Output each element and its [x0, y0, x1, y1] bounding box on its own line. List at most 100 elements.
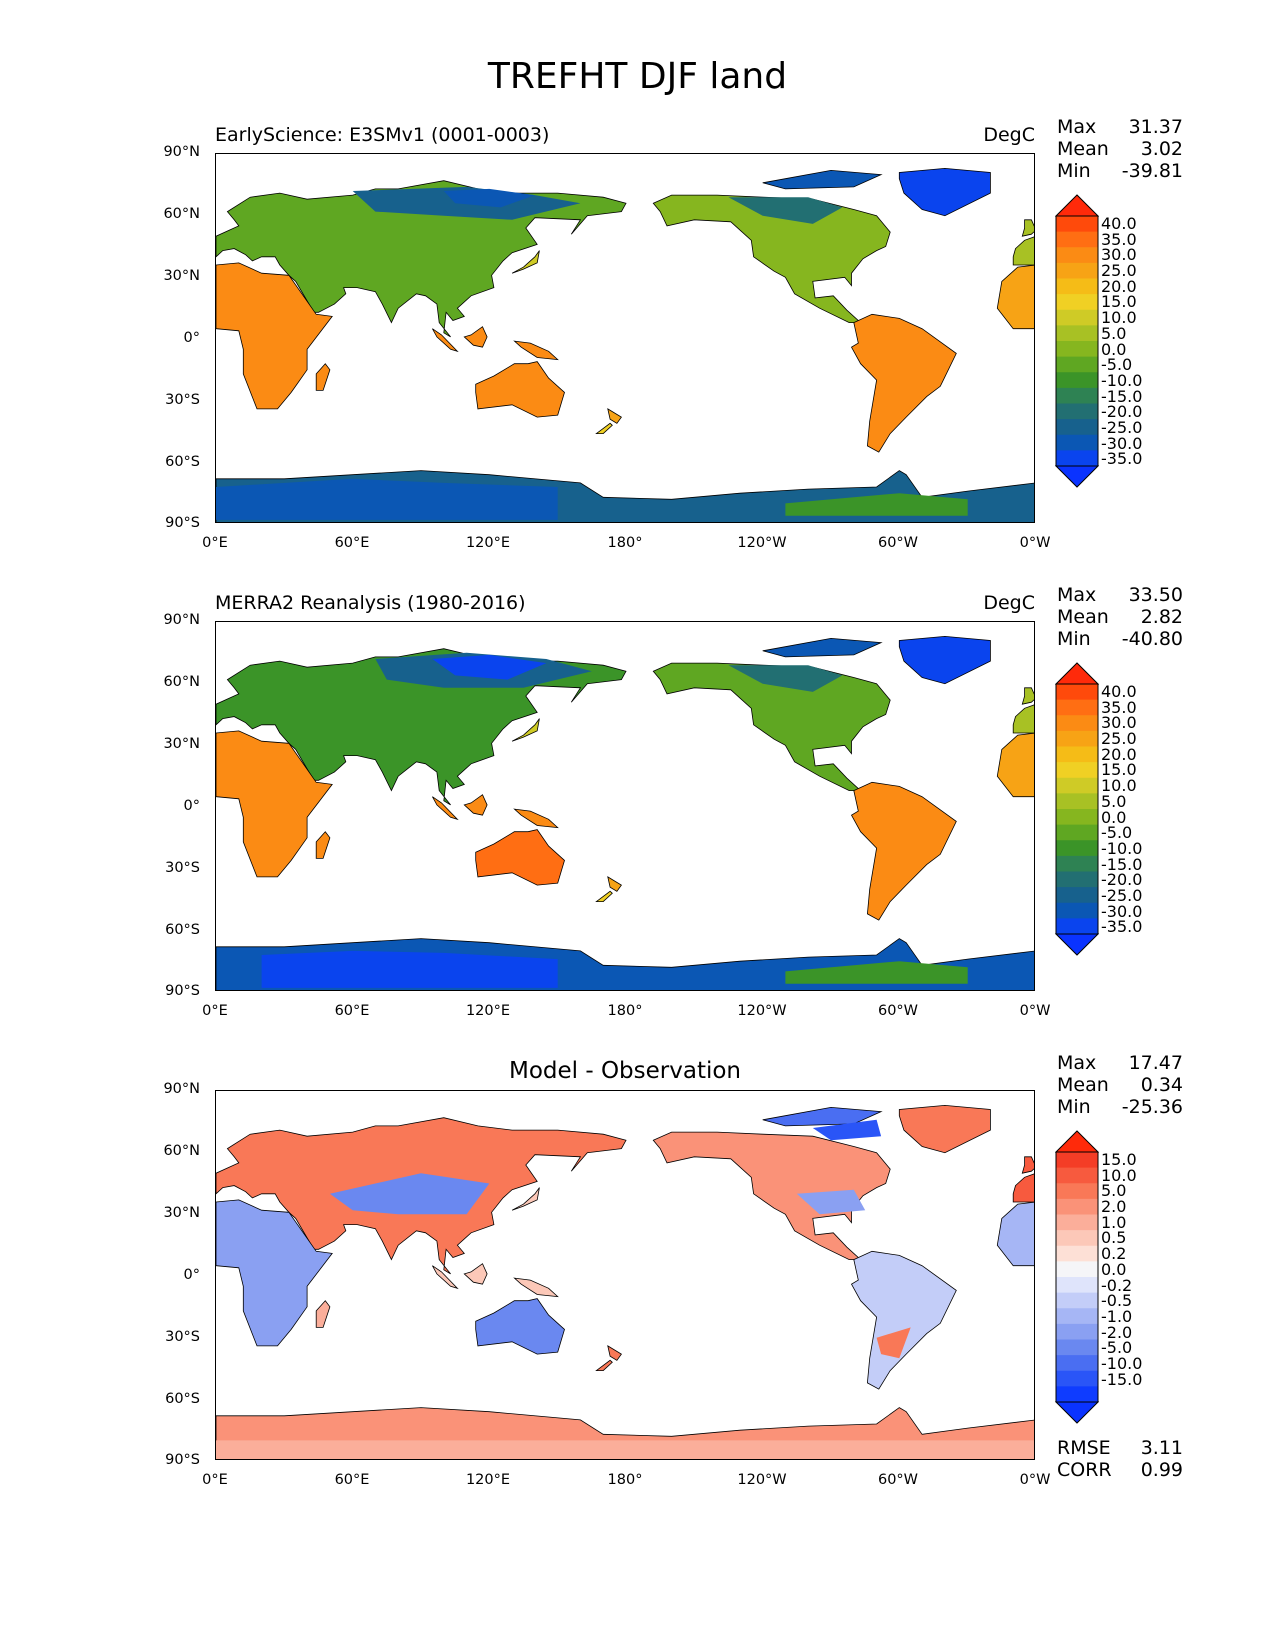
lon-label: 180°	[607, 535, 643, 551]
colorbar-tick-label: -10.0	[1101, 1353, 1143, 1373]
lon-label: 120°W	[737, 535, 787, 551]
colorbar-min-extension	[1055, 1401, 1099, 1424]
africa-landmass	[216, 730, 333, 878]
corr-label: CORR	[1057, 1459, 1112, 1481]
australia-landmass	[475, 361, 565, 418]
lon-label: 120°E	[465, 1472, 511, 1488]
colorbar-tick-label: 25.0	[1101, 729, 1137, 749]
colorbar-tick-label: 2.0	[1101, 1197, 1127, 1217]
mean-value: 3.02	[1140, 138, 1183, 160]
colorbar-segment	[1056, 387, 1098, 405]
japan-landmass	[511, 718, 540, 742]
colorbar-segment	[1056, 730, 1098, 748]
nzS-landmass	[595, 422, 613, 435]
colorbar-segment	[1056, 1292, 1098, 1309]
colorbar-segment	[1056, 294, 1098, 311]
mean-label: Mean	[1057, 1074, 1109, 1096]
colorbar-tick-label: -0.5	[1101, 1291, 1133, 1311]
newguinea-landmass	[513, 808, 559, 829]
europeW-landmass	[1012, 1173, 1034, 1203]
colorbar-tick-label: -25.0	[1101, 417, 1143, 437]
model-units: DegC	[983, 124, 1035, 146]
model-map	[215, 153, 1035, 523]
colorbar-segment	[1056, 309, 1098, 326]
regional-shading	[216, 1440, 1034, 1459]
colorbar-segment	[1056, 450, 1098, 467]
regional-shading	[261, 950, 558, 988]
britain-landmass	[1021, 219, 1034, 237]
colorbar-tick-label: -2.0	[1101, 1322, 1133, 1342]
africaW-landmass	[996, 1201, 1034, 1267]
colorbar-segment	[1056, 1277, 1098, 1294]
lon-label: 120°E	[465, 535, 511, 551]
figure-title: TREFHT DJF land	[487, 56, 788, 97]
colorbar-segment	[1056, 262, 1098, 280]
nzS-landmass	[595, 1359, 613, 1372]
mean-label: Mean	[1057, 138, 1109, 160]
lon-label: 0°E	[202, 1003, 228, 1019]
sumatra-landmass	[432, 1265, 459, 1290]
namerica-landmass	[652, 1131, 891, 1261]
colorbar-segment	[1056, 715, 1098, 732]
mean-label: Mean	[1057, 606, 1109, 628]
colorbar-segment	[1056, 341, 1098, 358]
namerica-landmass	[652, 662, 891, 792]
newguinea-landmass	[513, 1277, 559, 1298]
colorbar-segment	[1056, 231, 1098, 248]
colorbar-segment	[1056, 887, 1098, 904]
colorbar-segment	[1056, 356, 1098, 373]
japan-landmass	[511, 1187, 540, 1211]
colorbar-segment	[1056, 1198, 1098, 1216]
lon-label: 180°	[607, 1003, 643, 1019]
colorbar-segment	[1056, 1183, 1098, 1200]
borneo-landmass	[463, 794, 488, 816]
africa-landmass	[216, 262, 333, 410]
regional-shading	[785, 961, 968, 984]
colorbar-segment	[1056, 247, 1098, 264]
regional-shading	[796, 1189, 866, 1215]
colorbar-segment	[1056, 372, 1098, 389]
colorbar-tick-label: -30.0	[1101, 433, 1143, 453]
colorbar-segment	[1056, 325, 1098, 342]
colorbar-tick-label: -5.0	[1101, 823, 1133, 843]
nzN-landmass	[607, 876, 622, 892]
borneo-landmass	[463, 1263, 488, 1285]
lon-label: 0°W	[1019, 535, 1051, 551]
borneo-landmass	[463, 326, 488, 348]
colorbar-tick-label: 0.0	[1101, 1259, 1127, 1279]
lat-label: 90°N	[163, 612, 200, 628]
colorbar-segment	[1056, 809, 1098, 826]
sumatra-landmass	[432, 796, 459, 821]
lon-label: 60°E	[334, 1003, 370, 1019]
regional-shading	[432, 654, 547, 680]
difference-stats: Max 17.47 Mean 0.34 Min -25.36	[1057, 1052, 1183, 1118]
nzN-landmass	[607, 1345, 622, 1361]
lat-label: 60°N	[163, 206, 200, 222]
colorbar-segment	[1056, 1355, 1098, 1372]
colorbar-tick-label: 40.0	[1101, 214, 1137, 233]
model-colorbar-labels: 40.0 35.0 30.0 25.0 20.0 15.0 10.0 5.0 0.0 -5.0 -1…	[1101, 216, 1142, 467]
colorbar-tick-label: -35.0	[1101, 917, 1143, 937]
difference-colorbar-labels: 15.0 10.0 5.0 2.0 1.0 0.5 0.2 0.0 -0.2 -0.5 -1.0 -2…	[1101, 1152, 1142, 1387]
colorbar-segment	[1056, 1323, 1098, 1341]
colorbar-segment	[1056, 1152, 1098, 1169]
lat-label: 30°S	[165, 860, 200, 876]
nzN-landmass	[607, 408, 622, 424]
colorbar-tick-label: -15.0	[1101, 386, 1143, 406]
colorbar-tick-label: 15.0	[1101, 292, 1137, 312]
colorbar-segment	[1056, 1245, 1098, 1262]
regional-shading	[329, 1173, 490, 1215]
colorbar-tick-label: 1.0	[1101, 1212, 1127, 1232]
model-panel-title: EarlyScience: E3SMv1 (0001-0003)	[215, 124, 550, 146]
colorbar-tick-label: 5.0	[1101, 791, 1127, 811]
colorbar-tick-label: 5.0	[1101, 323, 1127, 343]
colorbar-segment	[1056, 855, 1098, 873]
colorbar-segment	[1056, 824, 1098, 841]
regional-shading	[443, 188, 535, 208]
colorbar-tick-label: 15.0	[1101, 760, 1137, 780]
lat-label: 90°N	[163, 1081, 200, 1097]
samerica-landmass	[850, 1250, 957, 1390]
difference-colorbar	[1055, 1130, 1099, 1424]
lon-label: 0°E	[202, 1472, 228, 1488]
colorbar-segment	[1056, 871, 1098, 888]
